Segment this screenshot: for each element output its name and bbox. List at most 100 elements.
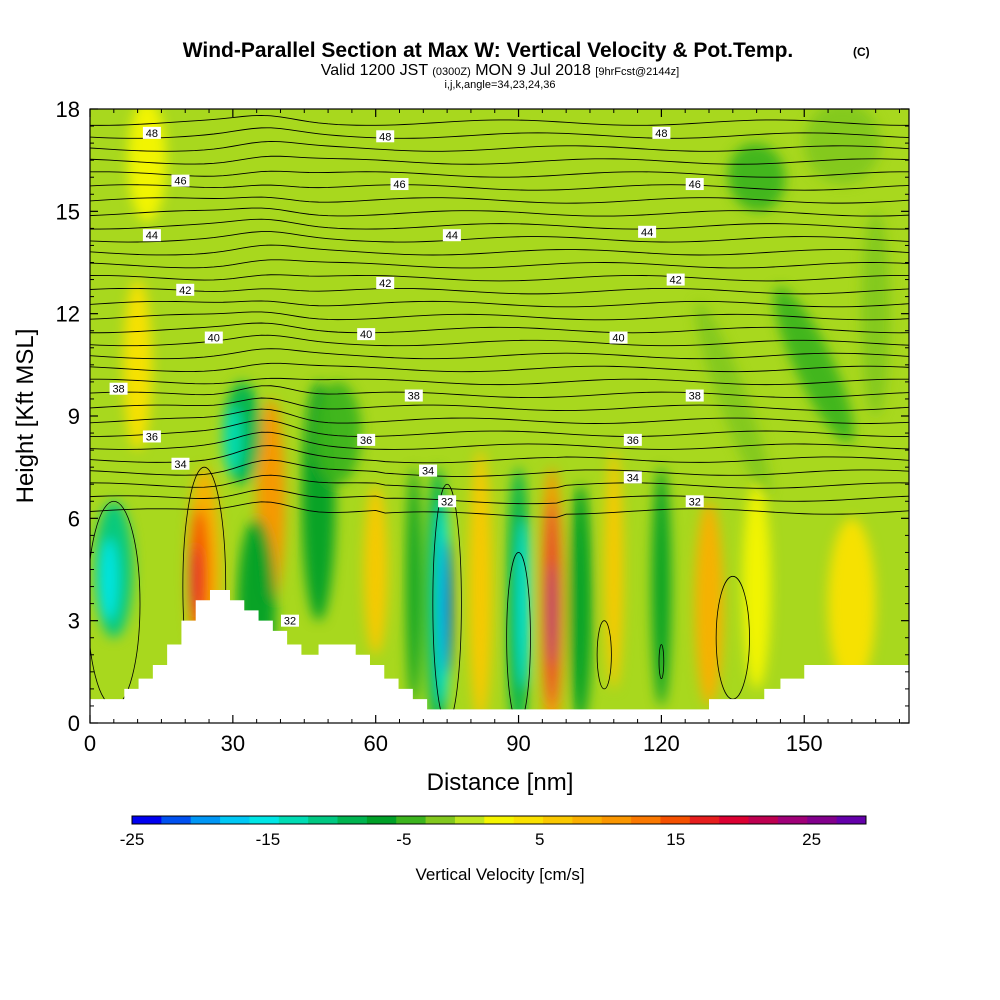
theta-contour-labels: 48 48 48 46 46 46 44 44 44 42 42 42 40 40 40 38 38 38 36 36… — [109, 126, 704, 628]
y-axis-label: Height [Kft MSL] — [12, 329, 39, 504]
colorbar-swatch — [337, 816, 368, 824]
theta-label-bg — [652, 126, 671, 139]
theta-label-bg — [666, 273, 685, 286]
theta-label-bg — [142, 430, 161, 443]
velocity-cell — [861, 211, 890, 416]
theta-label-bg — [638, 225, 657, 238]
colorbar-tick-label: 25 — [802, 830, 821, 849]
theta-contour-line — [90, 218, 909, 230]
theta-contour-line — [90, 459, 909, 477]
y-tick-label: 0 — [68, 711, 80, 736]
chart-title: Wind-Parallel Section at Max W: Vertical… — [183, 39, 794, 62]
colorbar-swatch — [836, 816, 867, 824]
velocity-cell — [828, 518, 876, 689]
theta-contour-label: 40 — [208, 333, 220, 345]
colorbar-tick-label: 5 — [535, 830, 544, 849]
theta-contour-line — [90, 419, 909, 437]
theta-contour-line — [90, 348, 909, 360]
theta-label-bg — [685, 495, 704, 508]
theta-contour-line — [90, 196, 909, 204]
velocity-cell — [443, 538, 451, 676]
theta-contour-line — [90, 488, 909, 505]
theta-contours — [90, 114, 909, 518]
theta-contour-label: 34 — [627, 472, 639, 484]
x-tick-label: 30 — [221, 731, 245, 756]
theta-label-bg — [357, 328, 376, 341]
chart-title-mark: (C) — [853, 45, 870, 59]
theta-contour-label: 34 — [174, 459, 186, 471]
colorbar: -25 -15 -5 5 15 25 — [120, 815, 867, 849]
theta-contour-label: 38 — [689, 391, 701, 403]
theta-contour-label: 36 — [627, 435, 639, 447]
colorbar-swatch — [132, 816, 162, 824]
theta-label-bg — [171, 174, 190, 187]
y-tick-label: 3 — [68, 609, 80, 634]
theta-contour-label: 40 — [360, 329, 372, 341]
chart-subtitle: Valid 1200 JST (0300Z) MON 9 Jul 2018 [9… — [321, 62, 679, 79]
theta-label-bg — [623, 433, 642, 446]
plot-area: 48 48 48 46 46 46 44 44 44 42 42 42 40 40 40 38 38 38 36 36… — [90, 109, 909, 723]
velocity-contour — [506, 552, 531, 723]
theta-contour-line — [90, 244, 909, 256]
y-tick-label: 12 — [56, 302, 80, 327]
theta-contour-label: 38 — [408, 391, 420, 403]
velocity-cell — [604, 450, 624, 689]
y-tick-label: 18 — [56, 97, 80, 122]
terrain — [90, 589, 909, 723]
velocity-cell — [123, 279, 152, 451]
theta-contour-line — [90, 127, 909, 139]
theta-contour-label: 38 — [112, 384, 124, 396]
colorbar-swatch — [161, 816, 192, 824]
velocity-cell — [468, 450, 493, 723]
colorbar-swatch — [719, 816, 750, 824]
theta-contour-line — [90, 431, 909, 450]
theta-label-bg — [438, 495, 457, 508]
theta-contour-line — [90, 385, 909, 399]
theta-contour-label: 48 — [379, 131, 391, 143]
colorbar-tick-label: -25 — [120, 830, 145, 849]
theta-contour-line — [90, 207, 909, 217]
colorbar-swatch — [748, 816, 779, 824]
theta-contour-line — [90, 184, 909, 191]
theta-label-bg — [442, 229, 461, 242]
theta-contour-label: 46 — [689, 179, 701, 191]
velocity-cell — [773, 287, 854, 443]
theta-contour-label: 48 — [655, 128, 667, 140]
theta-contour-line — [90, 311, 909, 321]
chart-subtitle-indices: i,j,k,angle=34,23,24,36 — [444, 79, 555, 91]
theta-label-bg — [609, 331, 628, 344]
colorbar-swatch — [689, 816, 720, 824]
theta-label-bg — [176, 283, 195, 296]
colorbar-swatch — [425, 816, 456, 824]
colorbar-swatch — [308, 816, 339, 824]
theta-contour-label: 36 — [146, 431, 158, 443]
velocity-cell — [313, 381, 362, 485]
colorbar-swatch — [249, 816, 280, 824]
colorbar-frame — [131, 815, 867, 825]
theta-contour-line — [90, 300, 909, 308]
colorbar-swatch — [366, 816, 397, 824]
theta-label-bg — [357, 433, 376, 446]
colorbar-swatch — [601, 816, 632, 824]
theta-contour-line — [90, 397, 909, 411]
theta-label-bg — [685, 389, 704, 402]
velocity-cell — [517, 518, 530, 689]
colorbar-swatch — [807, 816, 838, 824]
y-tick-label: 9 — [68, 404, 80, 429]
theta-contour-label: 44 — [146, 230, 158, 242]
theta-contour-line — [90, 445, 909, 464]
velocity-contour — [596, 620, 612, 690]
theta-contour-line — [90, 155, 909, 165]
colorbar-tick-label: -5 — [396, 830, 411, 849]
theta-label-bg — [404, 389, 423, 402]
colorbar-swatch — [572, 816, 603, 824]
colorbar-swatch — [660, 816, 691, 824]
theta-contour-label: 48 — [146, 128, 158, 140]
theta-label-bg — [376, 276, 395, 289]
theta-contour-label: 42 — [379, 278, 391, 290]
theta-label-bg — [171, 457, 190, 470]
velocity-cell — [695, 302, 771, 496]
x-tick-label: 0 — [84, 731, 96, 756]
